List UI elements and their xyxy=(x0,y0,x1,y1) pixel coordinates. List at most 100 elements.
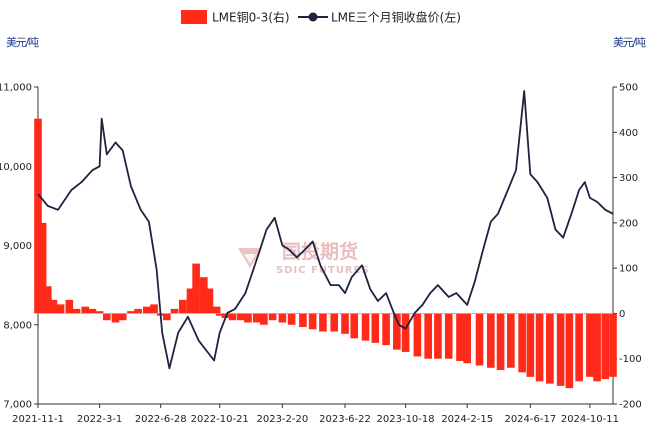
spread-bar xyxy=(575,313,583,382)
spread-bar xyxy=(526,313,535,377)
spread-bar xyxy=(565,313,574,389)
spread-bar xyxy=(319,313,327,332)
spread-bar xyxy=(49,299,58,314)
spread-bar xyxy=(72,308,81,314)
spread-bar xyxy=(518,313,526,373)
right-tick-label: -200 xyxy=(619,400,642,411)
spread-bar xyxy=(111,313,120,323)
right-axis-ticks: -200 -100 0 100 200 300 400 500 xyxy=(613,83,642,411)
spread-bar xyxy=(287,313,296,325)
x-tick-label: 2024-10-11 xyxy=(561,414,619,425)
spread-bar xyxy=(205,288,214,314)
x-tick-label: 2023-6-22 xyxy=(319,414,371,425)
watermark-logo xyxy=(238,248,262,268)
x-tick-label: 2023-2-20 xyxy=(256,414,308,425)
spread-bar xyxy=(88,308,97,314)
spread-bar xyxy=(118,313,127,321)
price-line-layer xyxy=(37,90,614,370)
spread-bar xyxy=(444,313,453,359)
spread-bar xyxy=(212,306,221,314)
spread-bar xyxy=(56,304,65,314)
spread-bar xyxy=(178,299,187,314)
spread-bar xyxy=(38,222,47,314)
spread-bar xyxy=(475,313,484,366)
spread-bar xyxy=(81,306,90,314)
legend-swatch-price-marker xyxy=(308,12,318,22)
x-tick-label: 2022-6-28 xyxy=(135,414,187,425)
spread-bar xyxy=(341,313,349,334)
legend-swatch-spread xyxy=(181,10,207,24)
spread-bar xyxy=(601,313,610,380)
price-line xyxy=(37,90,614,370)
spread-bar xyxy=(401,313,410,352)
spread-bar xyxy=(463,313,472,364)
legend-label-price: LME三个月铜收盘价(左) xyxy=(331,10,461,25)
spread-bar xyxy=(546,313,554,384)
x-tick-label: 2021-11-1 xyxy=(12,414,64,425)
spread-bar xyxy=(236,313,245,321)
spread-bar xyxy=(95,311,104,314)
spread-bar xyxy=(163,313,171,321)
spread-bar xyxy=(507,313,515,368)
spread-bars xyxy=(34,118,617,389)
legend-label-spread: LME铜0-3(右) xyxy=(212,10,290,25)
spread-bar xyxy=(299,313,307,328)
spread-bar xyxy=(43,286,52,314)
spread-bar xyxy=(192,263,200,314)
right-tick-label: 100 xyxy=(619,264,638,275)
left-axis-unit: 美元/吨 xyxy=(6,36,39,49)
x-tick-label: 2024-6-17 xyxy=(504,414,556,425)
legend: LME铜0-3(右) LME三个月铜收盘价(左) xyxy=(181,10,461,25)
spread-bar xyxy=(393,313,401,350)
spread-bar xyxy=(609,313,617,377)
right-tick-label: 0 xyxy=(619,309,625,320)
spread-bar xyxy=(102,313,111,321)
left-tick-label: 8,000 xyxy=(3,320,32,331)
x-tick-label: 2022-3-1 xyxy=(77,414,122,425)
spread-bar xyxy=(268,313,277,321)
spread-bar xyxy=(278,313,287,323)
spread-bar xyxy=(134,308,142,314)
spread-bar xyxy=(535,313,544,382)
right-tick-label: 500 xyxy=(619,83,638,94)
spread-bar xyxy=(424,313,432,359)
right-axis-unit: 美元/吨 xyxy=(613,36,646,49)
spread-bar xyxy=(65,299,74,314)
x-tick-label: 2022-10-21 xyxy=(191,414,249,425)
spread-bar xyxy=(456,313,464,361)
left-tick-label: 9,000 xyxy=(3,241,32,252)
spread-bar xyxy=(228,313,237,321)
spread-bar xyxy=(127,311,135,314)
spread-bar xyxy=(150,304,158,314)
left-tick-label: 7,000 xyxy=(3,400,32,411)
spread-bar xyxy=(350,313,359,339)
spread-bar xyxy=(361,313,370,341)
spread-bar xyxy=(260,313,268,325)
watermark-cn: 国投期货 xyxy=(282,240,358,263)
spread-bar xyxy=(382,313,390,346)
spread-bar xyxy=(413,313,422,357)
spread-bar xyxy=(186,288,195,314)
left-tick-label: 10,000 xyxy=(0,162,32,173)
x-axis-ticks: 2021-11-1 2022-3-1 2022-6-28 2022-10-21 2023… xyxy=(12,404,619,425)
spread-bar xyxy=(487,313,495,368)
spread-bar xyxy=(200,277,208,314)
spread-bar xyxy=(330,313,339,332)
spread-bar xyxy=(170,308,179,314)
spread-bar xyxy=(556,313,565,386)
left-axis-ticks: 7,000 8,000 9,000 10,000 11,000 xyxy=(0,83,38,411)
x-tick-label: 2024-2-15 xyxy=(441,414,493,425)
spread-bar xyxy=(371,313,380,343)
x-tick-label: 2023-10-18 xyxy=(377,414,435,425)
left-tick-label: 11,000 xyxy=(0,83,32,94)
spread-bar xyxy=(34,118,42,314)
spread-bar xyxy=(244,313,252,323)
right-tick-label: -100 xyxy=(619,354,642,365)
spread-bar xyxy=(434,313,442,359)
spread-bar xyxy=(308,313,317,330)
spread-bar xyxy=(496,313,505,371)
right-tick-label: 400 xyxy=(619,128,638,139)
spread-bar xyxy=(143,306,151,314)
spread-bar xyxy=(215,313,224,316)
